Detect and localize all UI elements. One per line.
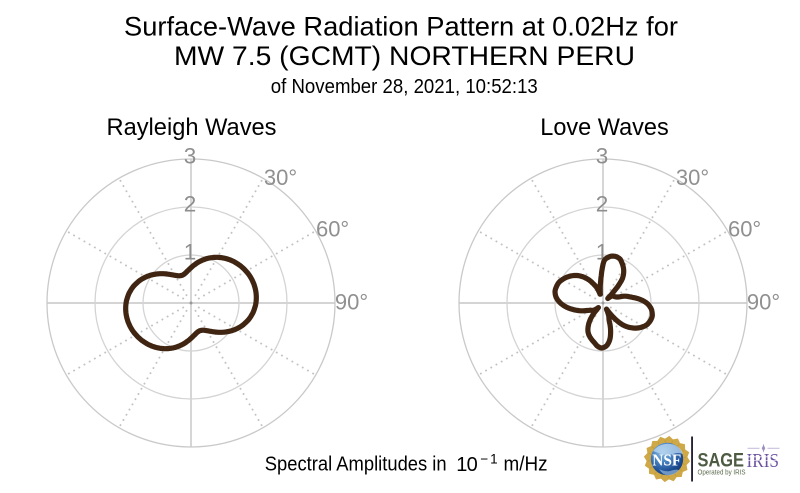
svg-text:Operated by IRIS: Operated by IRIS	[698, 467, 746, 476]
svg-text:IRIS: IRIS	[747, 450, 780, 472]
svg-text:Love Waves: Love Waves	[540, 114, 669, 141]
svg-text:60°: 60°	[316, 216, 349, 241]
svg-text:10: 10	[456, 454, 477, 476]
svg-text:3: 3	[184, 143, 197, 168]
svg-text:Rayleigh Waves: Rayleigh Waves	[107, 114, 277, 141]
svg-text:Surface-Wave Radiation Pattern: Surface-Wave Radiation Pattern at 0.02Hz…	[124, 12, 678, 42]
svg-text:90°: 90°	[747, 289, 780, 314]
svg-text:90°: 90°	[335, 289, 368, 314]
svg-text:SAGE: SAGE	[698, 451, 745, 472]
svg-text:1: 1	[184, 239, 197, 264]
svg-text:of November 28, 2021, 10:52:13: of November 28, 2021, 10:52:13	[271, 75, 538, 98]
svg-text:2: 2	[184, 191, 197, 216]
svg-text:NSF: NSF	[652, 450, 681, 469]
svg-text:MW 7.5 (GCMT) NORTHERN PERU: MW 7.5 (GCMT) NORTHERN PERU	[174, 41, 635, 71]
svg-text:3: 3	[596, 143, 609, 168]
svg-text:2: 2	[596, 191, 609, 216]
svg-text:30°: 30°	[676, 165, 709, 190]
svg-text:30°: 30°	[264, 165, 297, 190]
svg-text:m/Hz: m/Hz	[504, 453, 548, 476]
svg-text:60°: 60°	[728, 216, 761, 241]
svg-text:Spectral Amplitudes in: Spectral Amplitudes in	[265, 453, 447, 476]
